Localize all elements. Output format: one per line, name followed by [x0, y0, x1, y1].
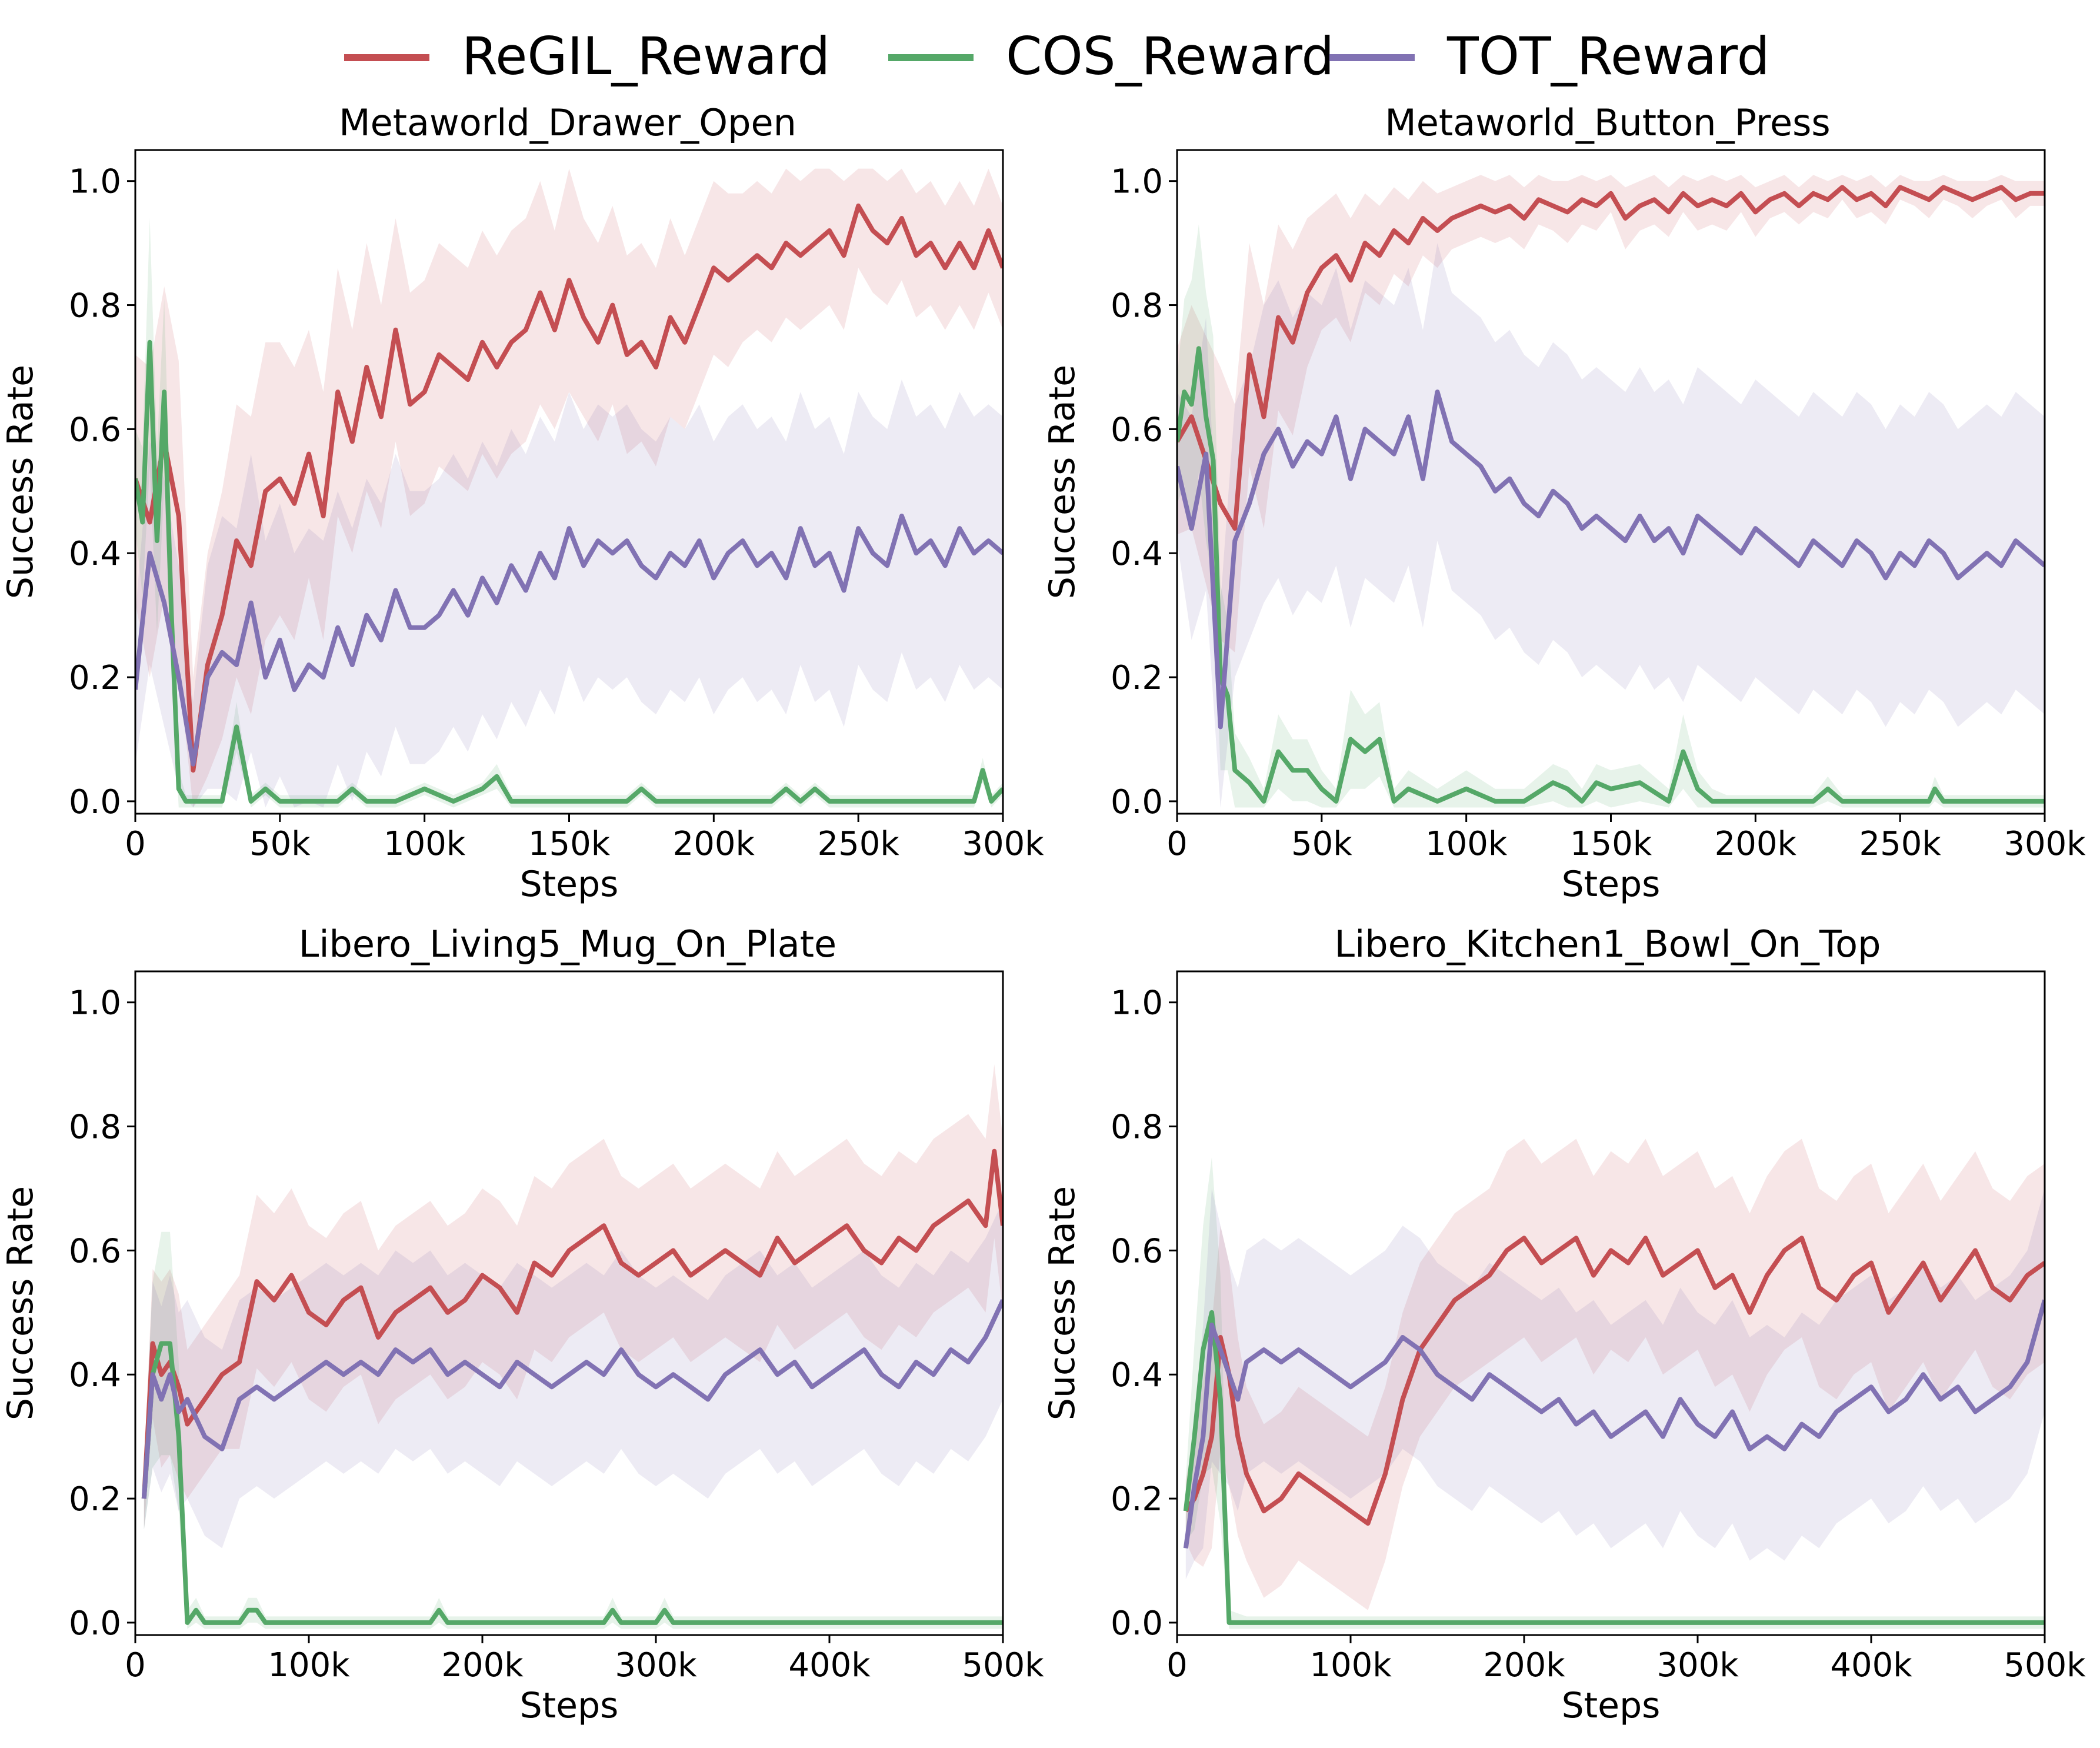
plot-area: [1183, 1138, 2045, 1629]
series-line-regil-reward: [135, 203, 1003, 773]
y-tick-label: 0.4: [69, 535, 121, 573]
y-tick-label: 0.6: [1111, 1232, 1163, 1270]
subplot-libero-living5-mug-on-plate: Libero_Living5_Mug_On_Plate 0 100k 200k 300…: [0, 923, 1044, 1726]
x-tick-label: 300k: [1656, 1646, 1739, 1684]
x-tick-label: 200k: [673, 825, 755, 863]
x-tick-label: 300k: [2004, 825, 2086, 863]
y-tick-label: 0.0: [1111, 783, 1163, 821]
y-tick-label: 0.2: [69, 659, 121, 697]
y-tick-label: 0.8: [69, 1108, 121, 1147]
y-axis-label: Success Rate: [1042, 365, 1083, 599]
x-tick-label: 100k: [1309, 1646, 1392, 1684]
x-axis-label: Steps: [520, 864, 619, 905]
band-regil-reward: [144, 1064, 1003, 1530]
series-line-cos-reward: [135, 339, 1003, 804]
plot-area: [141, 1064, 1003, 1629]
y-tick-label: 1.0: [1111, 163, 1163, 201]
x-tick-label: 150k: [1570, 825, 1652, 863]
x-tick-label: 200k: [441, 1646, 524, 1684]
band-regil-reward: [135, 168, 1003, 808]
x-tick-label: 250k: [1859, 825, 1942, 863]
x-tick-label: 100k: [268, 1646, 350, 1684]
x-tick-label: 400k: [1830, 1646, 1912, 1684]
x-tick-label: 50k: [1291, 825, 1352, 863]
band-regil-reward: [1185, 1138, 2045, 1610]
y-tick-label: 1.0: [69, 984, 121, 1023]
legend-label-cos: COS_Reward: [1006, 26, 1334, 86]
x-tick-label: 200k: [1715, 825, 1797, 863]
x-tick-label: 100k: [1425, 825, 1508, 863]
subplot-metaworld-button-press: Metaworld_Button_Press 0 50k 100k 150k 200k 2…: [1042, 101, 2086, 905]
y-tick-label: 0.8: [69, 287, 121, 325]
x-tick-label: 50k: [249, 825, 311, 863]
band-tot-reward: [1185, 1188, 2045, 1580]
x-tick-label: 0: [125, 825, 146, 863]
subplot-metaworld-drawer-open: Metaworld_Drawer_Open 0 50k 100k 150k 200k 25…: [0, 101, 1044, 905]
legend-label-regil: ReGIL_Reward: [462, 26, 830, 86]
band-tot-reward: [1177, 243, 2045, 808]
subplot-title: Metaworld_Button_Press: [1385, 101, 1831, 144]
y-tick-label: 0.2: [1111, 659, 1163, 697]
x-tick-label: 300k: [615, 1646, 697, 1684]
series-line-regil-reward: [1184, 1236, 2045, 1526]
y-axis-label: Success Rate: [0, 365, 41, 599]
y-tick-label: 0.8: [1111, 287, 1163, 325]
y-tick-label: 0.2: [1111, 1480, 1163, 1519]
plot-area: [1177, 175, 2045, 808]
x-tick-label: 0: [125, 1646, 146, 1684]
axes-frame: [134, 970, 1004, 1636]
x-tick-label: 500k: [2004, 1646, 2086, 1684]
plot-area: [135, 168, 1003, 808]
y-tick-label: 0.0: [69, 1604, 121, 1643]
legend-entry-cos: COS_Reward: [888, 26, 1334, 86]
x-axis-label: Steps: [520, 1685, 619, 1726]
y-axis-label: Success Rate: [1042, 1186, 1083, 1420]
legend: ReGIL_Reward COS_Reward TOT_Reward: [344, 26, 1770, 86]
y-tick-label: 0.4: [1111, 535, 1163, 573]
y-tick-label: 0.0: [1111, 1604, 1163, 1643]
series-line-cos-reward: [1183, 1310, 2045, 1625]
y-tick-label: 0.6: [69, 1232, 121, 1270]
x-tick-label: 0: [1166, 1646, 1188, 1684]
y-tick-label: 1.0: [1111, 984, 1163, 1023]
x-tick-label: 0: [1166, 825, 1188, 863]
series-line-regil-reward: [1177, 185, 2045, 531]
series-line-cos-reward: [141, 1341, 1003, 1625]
y-tick-label: 1.0: [69, 163, 121, 201]
y-tick-label: 0.4: [69, 1356, 121, 1394]
subplot-title: Libero_Kitchen1_Bowl_On_Top: [1335, 923, 1881, 965]
x-tick-label: 200k: [1483, 1646, 1565, 1684]
series-line-tot-reward: [1183, 1299, 2045, 1549]
x-tick-label: 100k: [384, 825, 466, 863]
y-tick-label: 0.6: [69, 411, 121, 449]
x-tick-label: 500k: [962, 1646, 1044, 1684]
x-tick-label: 150k: [528, 825, 611, 863]
series-line-tot-reward: [135, 514, 1003, 767]
band-tot-reward: [135, 379, 1003, 808]
legend-entry-tot: TOT_Reward: [1329, 26, 1770, 86]
series-line-tot-reward: [1177, 389, 2045, 730]
legend-entry-regil: ReGIL_Reward: [344, 26, 830, 86]
x-tick-label: 400k: [788, 1646, 871, 1684]
y-tick-label: 0.2: [69, 1480, 121, 1519]
x-axis-label: Steps: [1562, 1685, 1661, 1726]
axes-frame: [1176, 970, 2046, 1636]
series-line-tot-reward: [141, 1299, 1003, 1499]
subplot-libero-kitchen1-bowl-on-top: Libero_Kitchen1_Bowl_On_Top 0 100k 200k 300…: [1042, 923, 2086, 1726]
subplot-title: Libero_Living5_Mug_On_Plate: [299, 923, 836, 965]
x-tick-label: 250k: [818, 825, 900, 863]
y-tick-label: 0.6: [1111, 411, 1163, 449]
series-line-regil-reward: [141, 1148, 1003, 1499]
y-tick-label: 0.8: [1111, 1108, 1163, 1147]
y-axis-label: Success Rate: [0, 1186, 41, 1420]
series-line-cos-reward: [1177, 346, 2045, 804]
y-tick-label: 0.4: [1111, 1356, 1163, 1394]
subplot-title: Metaworld_Drawer_Open: [339, 101, 796, 144]
x-axis-label: Steps: [1562, 864, 1661, 905]
y-tick-label: 0.0: [69, 783, 121, 821]
legend-label-tot: TOT_Reward: [1446, 26, 1770, 86]
x-tick-label: 300k: [962, 825, 1044, 863]
